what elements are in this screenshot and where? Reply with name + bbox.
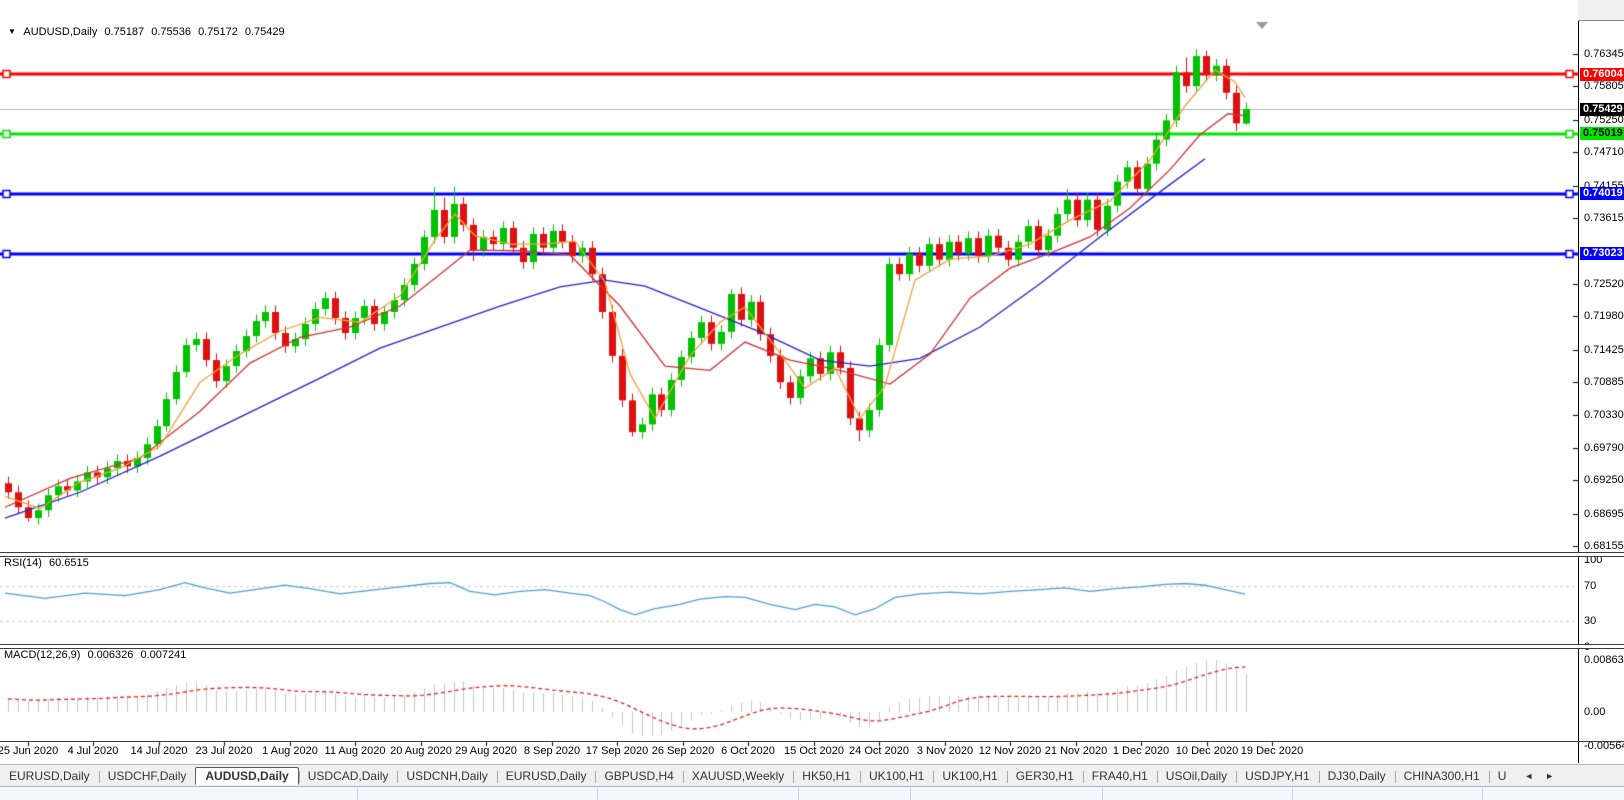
tab-audusd-daily[interactable]: AUDUSD,Daily bbox=[195, 766, 299, 785]
time-axis-labels: 25 Jun 2020 4 Jul 2020 14 Jul 2020 23 Jul 2… bbox=[0, 745, 1624, 761]
price-tick-label: 0.69250 bbox=[1584, 474, 1624, 487]
macd-signal-value: 0.007241 bbox=[140, 649, 187, 661]
status-bar bbox=[0, 786, 1624, 800]
price-level-badge: 0.73023 bbox=[1580, 247, 1624, 261]
macd-tick-label: 0.00 bbox=[1584, 706, 1606, 718]
status-separator bbox=[1482, 788, 1483, 800]
price-tick-label: 0.68695 bbox=[1584, 507, 1624, 520]
tab-usdchf-daily[interactable]: USDCHF,Daily bbox=[98, 768, 196, 784]
date-tick-label: 4 Jul 2020 bbox=[67, 745, 119, 757]
status-separator bbox=[798, 788, 799, 800]
date-tick-label: 26 Sep 2020 bbox=[651, 745, 715, 757]
price-tick-label: 0.71980 bbox=[1584, 310, 1624, 323]
price-level-badge: 0.76004 bbox=[1580, 67, 1624, 81]
price-tick-label: 0.68155 bbox=[1584, 540, 1624, 552]
rsi-tick-label: 100 bbox=[1584, 554, 1603, 566]
date-tick-label: 8 Sep 2020 bbox=[523, 745, 581, 757]
price-level-badge: 0.74019 bbox=[1580, 187, 1624, 201]
ohlc-open: 0.75187 bbox=[104, 26, 145, 38]
time-axis-border bbox=[0, 741, 1624, 742]
tab-dj30-daily[interactable]: DJ30,Daily bbox=[1318, 768, 1395, 784]
rsi-value: 60.6515 bbox=[48, 557, 89, 569]
tab-xauusd-weekly[interactable]: XAUUSD,Weekly bbox=[682, 768, 793, 784]
price-tick-label: 0.74710 bbox=[1584, 146, 1624, 159]
date-tick-label: 21 Nov 2020 bbox=[1044, 745, 1108, 757]
ohlc-low: 0.75172 bbox=[198, 26, 238, 38]
price-tick-label: 0.70885 bbox=[1584, 376, 1624, 388]
price-tick-label: 0.72520 bbox=[1584, 277, 1624, 290]
tab-fra40-h1[interactable]: FRA40,H1 bbox=[1082, 768, 1157, 784]
date-tick-label: 12 Nov 2020 bbox=[978, 745, 1042, 757]
date-tick-label: 3 Nov 2020 bbox=[916, 745, 974, 757]
date-tick-label: 25 Jun 2020 bbox=[0, 745, 59, 757]
tab-scroll-right-icon[interactable]: ► bbox=[1545, 770, 1555, 781]
price-tick-label: 0.69790 bbox=[1584, 441, 1624, 454]
ohlc-high: 0.75536 bbox=[151, 26, 191, 38]
macd-indicator-label: MACD(12,26,9) 0.006326 0.007241 bbox=[4, 649, 190, 661]
chart-symbol-label: AUDUSD,Daily bbox=[23, 26, 98, 38]
tab-u[interactable]: U bbox=[1488, 768, 1516, 784]
price-tick-label: 0.73615 bbox=[1584, 212, 1624, 224]
status-separator bbox=[597, 788, 598, 800]
price-tick-label: 0.75250 bbox=[1584, 113, 1624, 126]
status-separator bbox=[1102, 788, 1103, 800]
date-tick-label: 20 Aug 2020 bbox=[390, 745, 452, 757]
macd-tick-label: 0.008633 bbox=[1584, 654, 1624, 667]
rsi-indicator-label: RSI(14) 60.6515 bbox=[4, 557, 93, 569]
current-price-badge: 0.75429 bbox=[1580, 102, 1624, 116]
rsi-tick-label: 70 bbox=[1584, 580, 1597, 593]
date-tick-label: 11 Aug 2020 bbox=[324, 745, 386, 757]
tab-usdcnh-daily[interactable]: USDCNH,Daily bbox=[397, 768, 496, 784]
tab-usoil-daily[interactable]: USOil,Daily bbox=[1156, 768, 1236, 784]
macd-main-value: 0.006326 bbox=[87, 649, 134, 661]
date-tick-label: 17 Sep 2020 bbox=[585, 745, 649, 757]
date-tick-label: 23 Jul 2020 bbox=[195, 745, 253, 757]
status-separator bbox=[357, 788, 358, 800]
status-separator bbox=[1292, 788, 1293, 800]
collapse-triangle-icon[interactable]: ▼ bbox=[8, 27, 16, 36]
tab-eurusd-daily[interactable]: EURUSD,Daily bbox=[496, 768, 596, 784]
tab-china300-h1[interactable]: CHINA300,H1 bbox=[1394, 768, 1489, 784]
date-tick-label: 10 Dec 2020 bbox=[1175, 745, 1239, 757]
rsi-tick-label: 30 bbox=[1584, 614, 1597, 627]
price-tick-label: 0.76345 bbox=[1584, 48, 1624, 60]
macd-name: MACD(12,26,9) bbox=[4, 649, 81, 661]
chart-canvas[interactable] bbox=[0, 0, 1578, 763]
tab-gbpusd-h4[interactable]: GBPUSD,H4 bbox=[595, 768, 682, 784]
macd-tick-label: -0.005641 bbox=[1584, 739, 1624, 752]
tab-usdcad-daily[interactable]: USDCAD,Daily bbox=[298, 768, 398, 784]
date-tick-label: 14 Jul 2020 bbox=[130, 745, 188, 757]
tab-uk100-h1[interactable]: UK100,H1 bbox=[859, 768, 933, 784]
price-tick-label: 0.75805 bbox=[1584, 80, 1624, 93]
tab-uk100-h1[interactable]: UK100,H1 bbox=[933, 768, 1006, 784]
date-tick-label: 24 Oct 2020 bbox=[849, 745, 909, 757]
date-tick-label: 29 Aug 2020 bbox=[455, 745, 517, 757]
date-tick-label: 1 Aug 2020 bbox=[262, 745, 318, 757]
ohlc-close: 0.75429 bbox=[244, 26, 285, 38]
date-tick-label: 19 Dec 2020 bbox=[1240, 745, 1304, 757]
tab-ger30-h1[interactable]: GER30,H1 bbox=[1006, 768, 1083, 784]
date-tick-label: 1 Dec 2020 bbox=[1112, 745, 1170, 757]
rsi-panel-splitter[interactable] bbox=[0, 552, 1624, 557]
tab-hk50-h1[interactable]: HK50,H1 bbox=[793, 768, 860, 784]
date-tick-label: 15 Oct 2020 bbox=[784, 745, 844, 757]
chart-tab-bar: EURUSD,Daily USDCHF,Daily AUDUSD,Daily USDC… bbox=[0, 764, 1624, 786]
macd-panel-splitter[interactable] bbox=[0, 644, 1624, 649]
price-tick-label: 0.71425 bbox=[1584, 343, 1624, 356]
price-level-badge: 0.75019 bbox=[1580, 127, 1624, 141]
date-tick-label: 6 Oct 2020 bbox=[721, 745, 775, 757]
price-axis: 0.76345 0.75805 0.75250 0.74710 0.74155 0.736… bbox=[1578, 21, 1624, 763]
price-tick-label: 0.70330 bbox=[1584, 409, 1624, 422]
tab-usdjpy-h1[interactable]: USDJPY,H1 bbox=[1236, 768, 1318, 784]
tab-eurusd-daily[interactable]: EURUSD,Daily bbox=[9, 768, 90, 783]
status-separator bbox=[910, 788, 911, 800]
rsi-name: RSI(14) bbox=[4, 557, 42, 569]
tab-scroll-left-icon[interactable]: ◄ bbox=[1524, 770, 1534, 781]
chart-ohlc-header: ▼ AUDUSD,Daily 0.75187 0.75536 0.75172 0… bbox=[8, 26, 289, 38]
